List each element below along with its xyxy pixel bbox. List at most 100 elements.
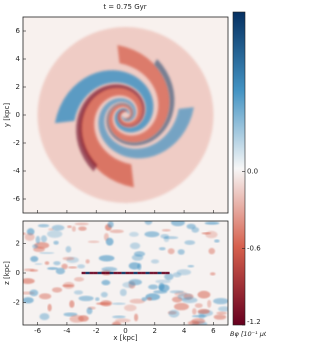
- field-blob: [177, 249, 185, 255]
- field-blob: [155, 279, 171, 284]
- midplane-field: [121, 271, 126, 275]
- field-blob: [214, 239, 220, 243]
- field-blob: [170, 221, 185, 227]
- field-blob: [141, 297, 148, 302]
- y-axis-label: y [kpc]: [3, 103, 11, 127]
- field-blob: [207, 299, 212, 308]
- field-blob: [148, 284, 159, 290]
- field-blob: [158, 247, 166, 251]
- x-tick-label: 6: [211, 327, 216, 335]
- spiral-arm: [79, 86, 144, 188]
- field-blob: [128, 262, 141, 270]
- x-axis-label: x [kpc]: [113, 334, 137, 342]
- x-tick-label: 0: [123, 327, 127, 335]
- field-blob: [112, 315, 126, 319]
- field-blob: [69, 314, 84, 323]
- field-blob: [129, 242, 141, 250]
- field-blob: [197, 308, 210, 314]
- colorbar-label: Bφ [10⁻¹ μG]: [230, 330, 266, 338]
- field-blob: [192, 308, 197, 315]
- x-tick-label: -4: [63, 327, 71, 335]
- field-blob: [173, 302, 189, 311]
- field-blob: [87, 240, 100, 244]
- field-blob: [39, 251, 55, 255]
- midplane-field: [153, 271, 158, 275]
- field-blob: [32, 244, 39, 249]
- field-blob: [208, 247, 216, 255]
- midplane-field: [125, 271, 130, 275]
- field-blob: [129, 298, 145, 304]
- spiral-arm: [54, 70, 154, 133]
- field-blob: [40, 235, 48, 243]
- field-blob: [100, 300, 112, 307]
- field-blob: [47, 303, 52, 312]
- field-blob: [47, 267, 59, 270]
- y-tick-label: 6: [16, 27, 21, 35]
- midplane-field: [85, 271, 90, 275]
- field-blob: [167, 248, 175, 255]
- x-tick-label: 2: [153, 327, 157, 335]
- field-blob: [51, 287, 63, 293]
- field-blob: [210, 272, 216, 276]
- field-blob: [186, 223, 196, 230]
- field-blob: [29, 289, 39, 297]
- y-tick-label: 0: [16, 111, 20, 119]
- midplane-field: [133, 271, 138, 275]
- field-blob: [218, 306, 228, 312]
- field-blob: [62, 284, 74, 287]
- field-blob: [146, 297, 152, 301]
- field-blob: [74, 222, 89, 226]
- field-blob: [109, 229, 124, 234]
- field-blob: [98, 255, 115, 262]
- outer-disc: [37, 27, 214, 203]
- midplane-field: [129, 271, 134, 275]
- field-blob: [107, 221, 114, 228]
- midplane-field: [165, 271, 170, 275]
- field-blob: [65, 246, 72, 253]
- field-blob: [23, 232, 26, 235]
- midplane-field: [81, 271, 86, 275]
- field-blob: [160, 233, 170, 239]
- field-blob: [158, 282, 165, 291]
- y-tick-label: 2: [16, 83, 20, 91]
- field-blob: [169, 290, 184, 294]
- field-blob: [34, 262, 43, 266]
- spiral-arm: [108, 45, 170, 143]
- field-blob: [133, 313, 139, 322]
- heatmap-image: [23, 221, 228, 325]
- field-blob: [78, 295, 94, 302]
- field-blob: [216, 311, 227, 315]
- y-tick-label: -2: [13, 139, 20, 147]
- field-blob: [73, 290, 84, 295]
- field-blob: [101, 279, 111, 286]
- midplane-field: [113, 271, 118, 275]
- field-blob: [205, 230, 218, 239]
- field-blob: [67, 225, 72, 228]
- field-blob: [101, 266, 118, 272]
- field-blob: [129, 231, 139, 237]
- y-tick-label: 0: [16, 269, 20, 277]
- field-blob: [124, 304, 137, 312]
- field-blob: [53, 261, 61, 266]
- colorbar-tick-label: 0.0: [247, 168, 258, 176]
- field-blob: [100, 291, 108, 298]
- field-blob: [23, 297, 34, 304]
- x-tick-label: -2: [93, 327, 100, 335]
- field-blob: [122, 281, 135, 288]
- field-blob: [181, 297, 198, 304]
- field-blob: [85, 259, 90, 264]
- field-blob: [53, 240, 59, 245]
- midplane-field: [101, 271, 106, 275]
- chart-title: t = 0.75 Gyr: [103, 3, 146, 11]
- y-axis-label: z [kpc]: [3, 261, 11, 285]
- field-blob: [62, 256, 75, 261]
- field-blob: [144, 231, 160, 238]
- midplane-field: [149, 271, 154, 275]
- midplane-field: [89, 271, 94, 275]
- field-blob: [30, 256, 39, 263]
- midplane-field: [145, 271, 150, 275]
- field-blob: [168, 309, 180, 318]
- field-blob: [46, 230, 63, 238]
- field-blob: [187, 265, 195, 268]
- field-blob: [71, 226, 76, 232]
